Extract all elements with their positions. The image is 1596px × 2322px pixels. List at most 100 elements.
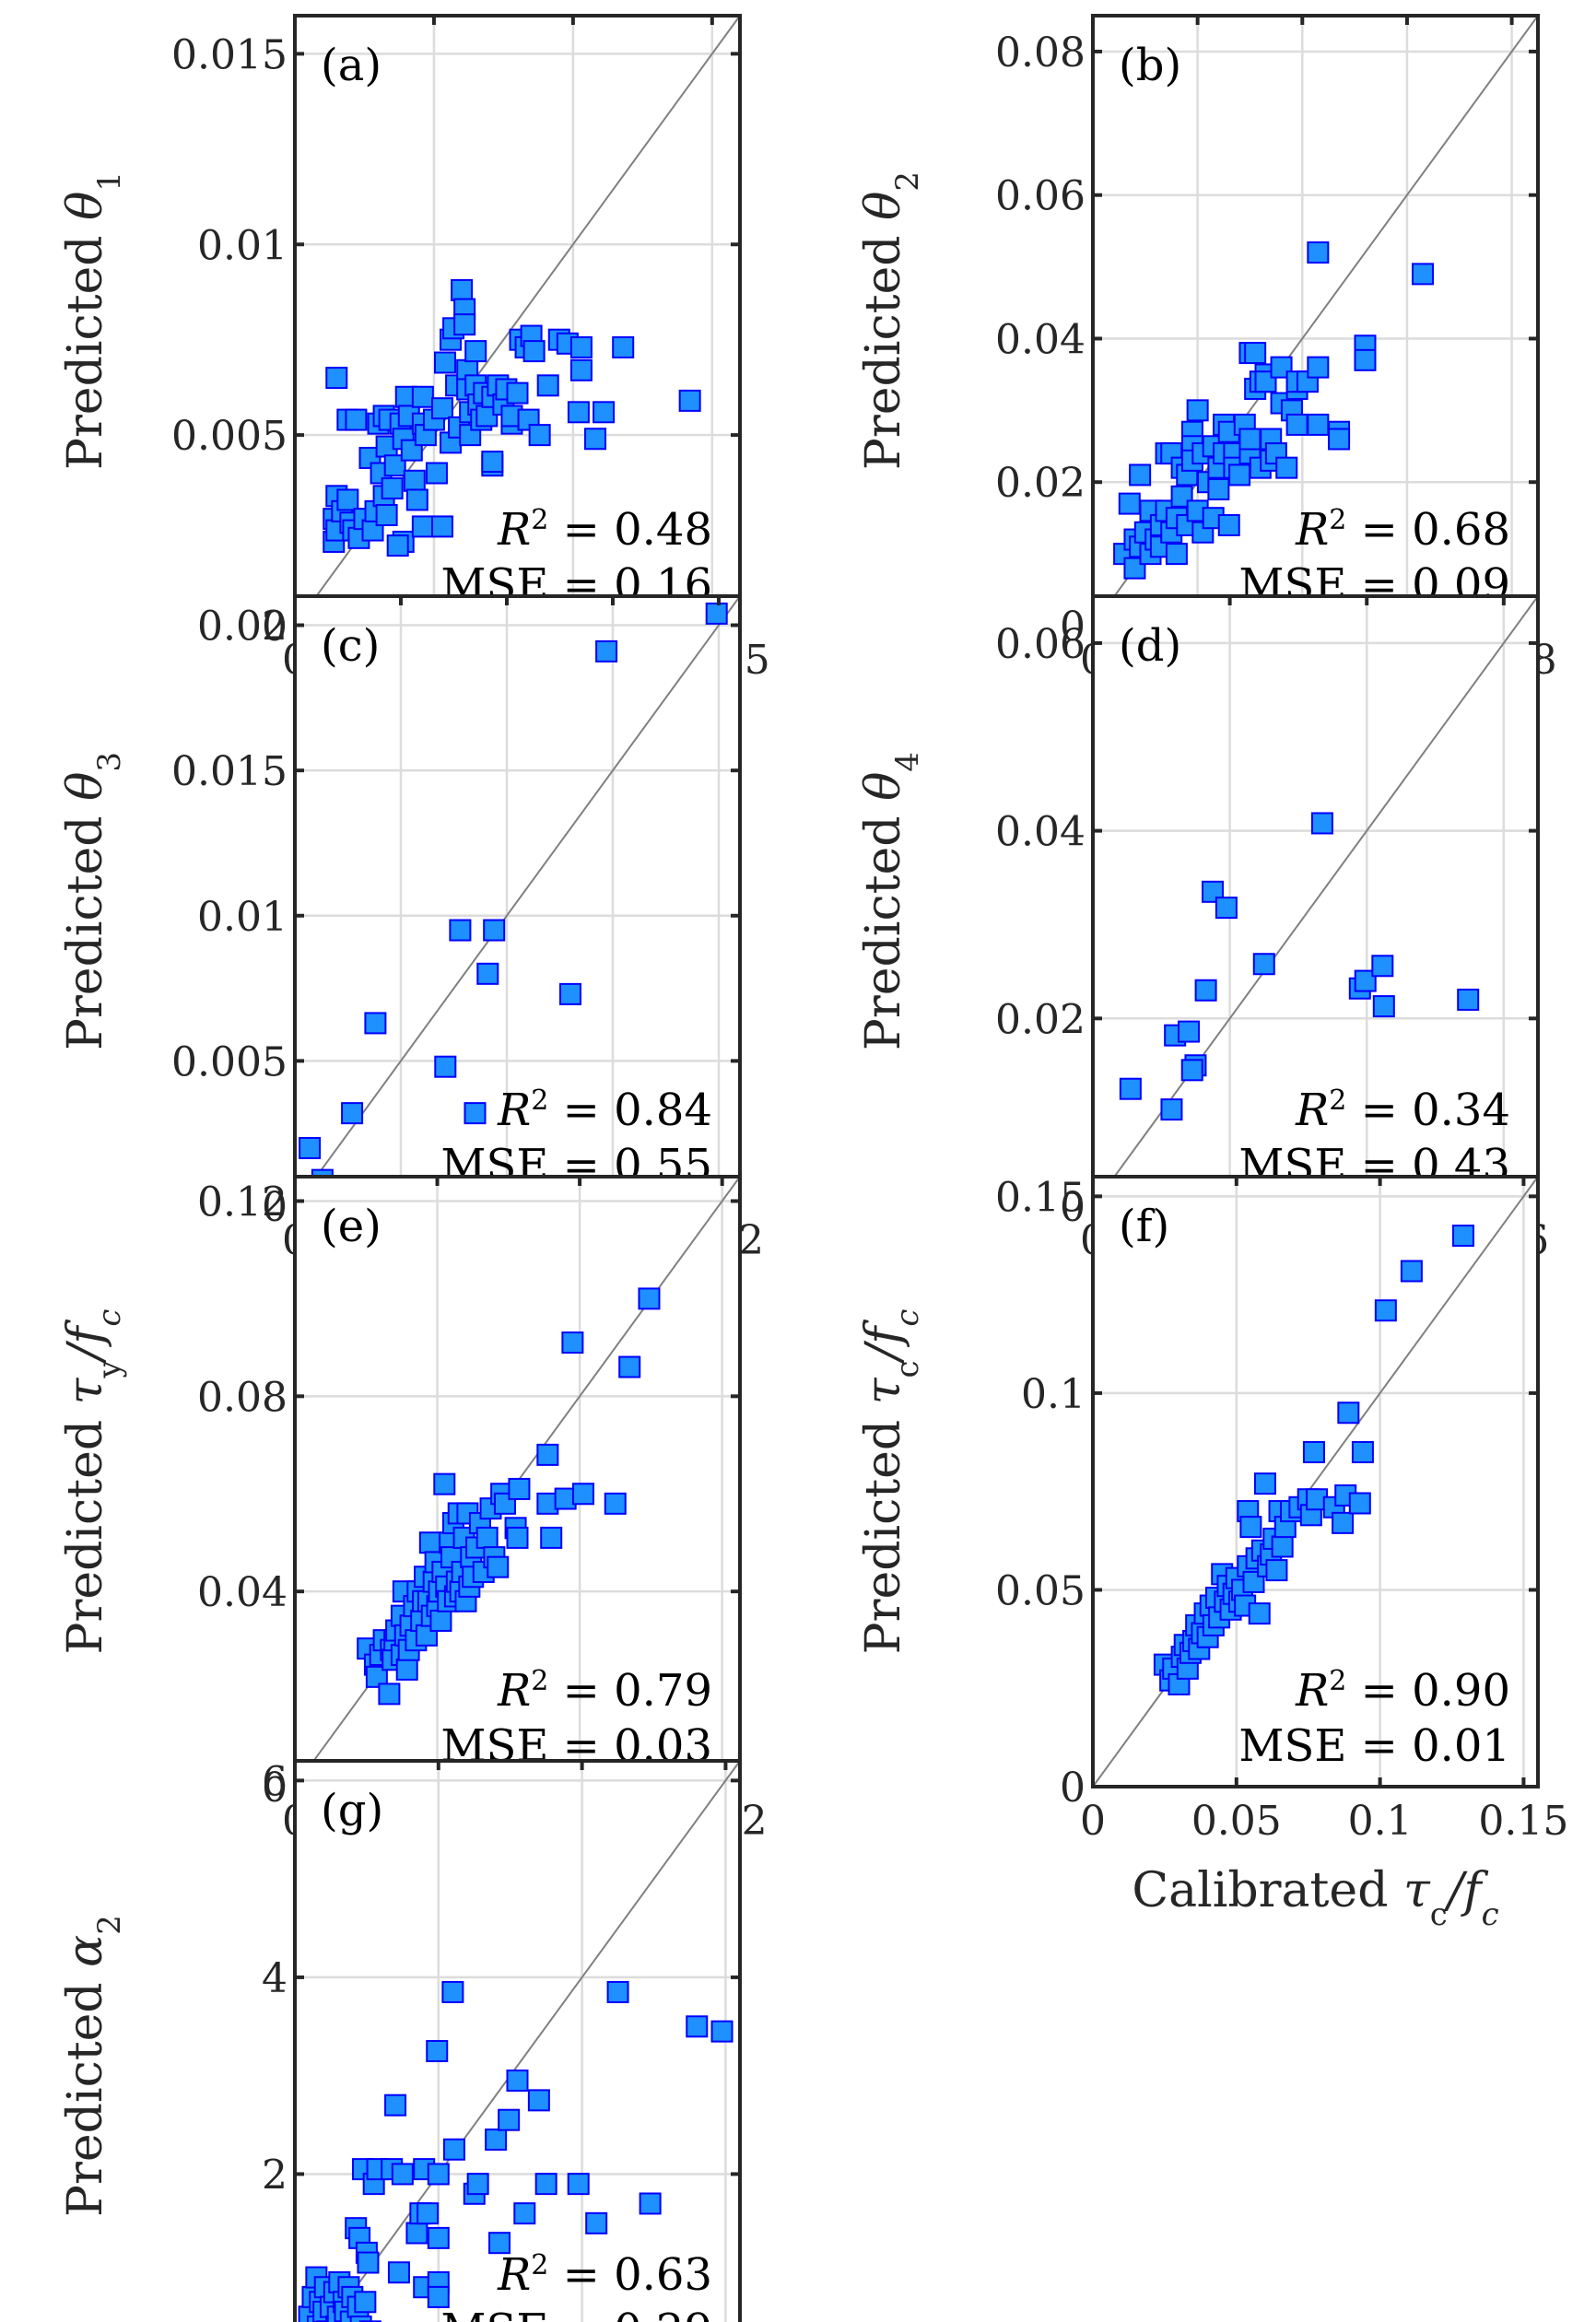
y-axis-label: Predicted θ3 (58, 752, 128, 1050)
data-point (427, 2163, 450, 2186)
data-point (427, 2285, 450, 2308)
data-point (411, 385, 434, 408)
y-tick-label: 0 (262, 1184, 288, 1231)
data-point (449, 919, 472, 942)
data-point (1217, 513, 1240, 536)
panel-label: (d) (1119, 620, 1181, 672)
y-tick-label: 0.08 (995, 29, 1086, 76)
scatter-series (295, 602, 728, 1206)
data-point (1178, 1020, 1201, 1043)
y-axis-label: Predicted θ4 (856, 752, 926, 1050)
data-point (1374, 1299, 1397, 1322)
data-point (569, 358, 593, 381)
y-tick-label: 6 (262, 1758, 288, 1805)
scatter-series (357, 1287, 661, 1706)
data-point (522, 340, 546, 363)
y-axis-label: Predicted α2 (58, 1915, 128, 2217)
y-tick-label: 0.01 (197, 222, 288, 269)
y-tick-label: 0.06 (995, 173, 1086, 220)
y-tick-label: 0 (1060, 1184, 1086, 1231)
data-point (425, 462, 448, 485)
data-point (426, 2039, 449, 2062)
data-point (528, 424, 551, 447)
y-tick-label: 0.04 (197, 1569, 288, 1616)
data-point (441, 1980, 464, 2003)
scatter-series (323, 278, 701, 557)
data-point (453, 313, 476, 336)
data-point (710, 2020, 733, 2043)
data-point (403, 469, 426, 492)
data-point (336, 488, 359, 511)
y-tick-label: 0.02 (197, 604, 288, 651)
data-point (1253, 1472, 1276, 1495)
panel-label: (e) (321, 1201, 381, 1252)
data-point (434, 351, 457, 374)
data-point (639, 2192, 662, 2215)
data-point (559, 982, 581, 1005)
data-point (464, 1102, 487, 1125)
data-point (1238, 428, 1262, 451)
panel-label: (g) (321, 1785, 383, 1836)
y-axis-label: Predicted τy/fc (58, 1309, 128, 1655)
mse-label: MSE = 0.01 (1238, 1720, 1510, 1772)
y-tick-label: 4 (262, 1955, 288, 2002)
data-point (506, 1526, 529, 1549)
r-squared-label: R2 = 0.79 (497, 1665, 712, 1718)
data-point (1332, 1511, 1355, 1534)
data-point (1248, 1602, 1271, 1625)
data-point (1307, 356, 1330, 379)
data-point (1400, 1260, 1423, 1283)
mse-label: MSE = 0.29 (440, 2304, 712, 2322)
r-squared-label: R2 = 0.48 (497, 504, 712, 557)
y-tick-label: 0 (1060, 1765, 1086, 1812)
data-point (299, 1136, 322, 1159)
data-point (325, 367, 348, 390)
data-point (427, 2226, 450, 2249)
x-tick-label: 0.15 (1478, 1798, 1568, 1845)
data-point (464, 340, 487, 363)
x-tick-label: 0.05 (1191, 1798, 1282, 1845)
data-point (1302, 1440, 1325, 1463)
y-tick-label: 0 (1060, 604, 1086, 651)
data-point (1165, 543, 1188, 566)
data-point (1207, 478, 1230, 501)
y-tick-label: 0.12 (197, 1179, 288, 1226)
scatter-series (1113, 241, 1434, 580)
data-point (1215, 897, 1238, 920)
data-point (1186, 399, 1209, 422)
data-point (584, 428, 607, 451)
panel-label: (a) (321, 40, 381, 91)
x-tick-label: 0 (1080, 1798, 1106, 1845)
data-point (488, 2232, 511, 2255)
data-point (357, 2251, 380, 2274)
data-point (540, 1526, 563, 1549)
data-point (508, 1477, 531, 1500)
data-point (417, 2202, 440, 2225)
data-point (1337, 1401, 1360, 1425)
data-point (378, 1683, 401, 1706)
data-point (1118, 492, 1141, 515)
data-point (466, 2173, 489, 2196)
data-point (1354, 969, 1377, 992)
data-point (506, 381, 529, 405)
data-point (391, 2163, 414, 2186)
y-tick-label: 0.08 (197, 1374, 288, 1421)
data-point (386, 534, 409, 557)
data-point (1307, 241, 1330, 264)
data-point (1457, 988, 1480, 1011)
y-tick-label: 0.05 (995, 1567, 1086, 1614)
data-point (354, 2291, 377, 2314)
data-point (418, 1531, 441, 1554)
data-point (487, 1555, 510, 1578)
data-point (618, 1355, 641, 1378)
data-point (481, 451, 504, 474)
y-tick-label: 0.02 (995, 460, 1086, 507)
data-point (569, 335, 593, 358)
data-point (1351, 1440, 1374, 1463)
data-point (365, 1665, 388, 1688)
y-tick-label: 0.015 (171, 748, 288, 795)
data-point (1228, 463, 1251, 487)
data-point (384, 2093, 407, 2117)
